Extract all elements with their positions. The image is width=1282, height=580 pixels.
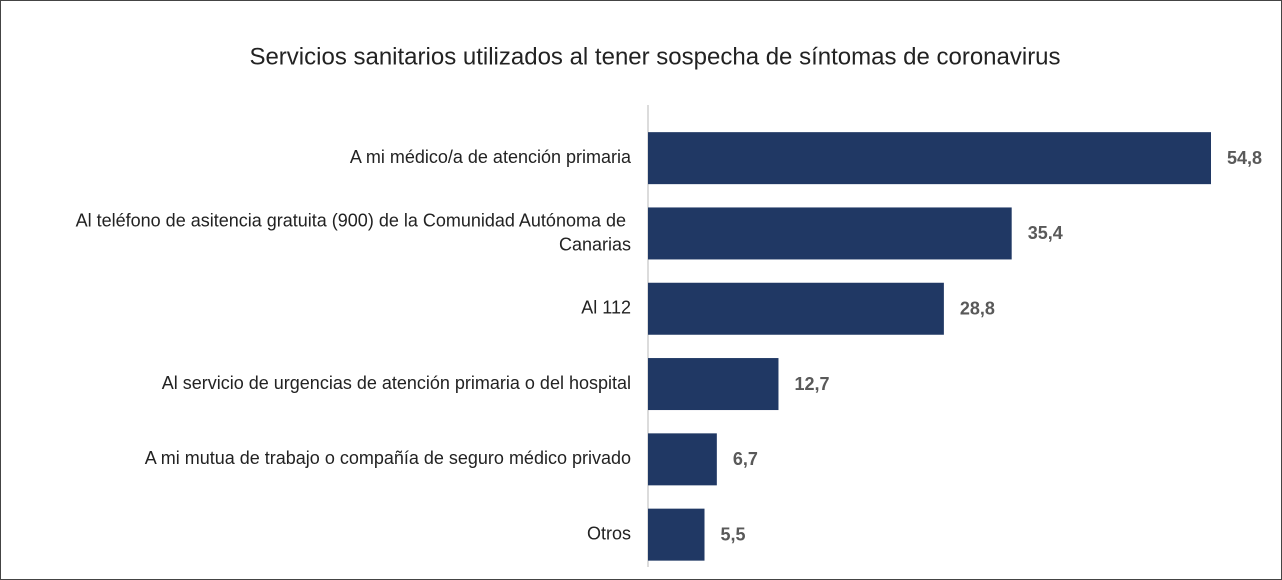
category-label: A mi mutua de trabajo o compañía de segu… [145, 448, 631, 468]
value-label: 28,8 [960, 299, 995, 319]
bar [648, 433, 717, 486]
chart-title: Servicios sanitarios utilizados al tener… [249, 43, 1060, 70]
bar [648, 508, 705, 561]
category-label: Al teléfono de asitencia gratuita (900) … [76, 210, 631, 254]
value-label: 35,4 [1028, 223, 1063, 243]
bar [648, 358, 779, 411]
category-label: A mi médico/a de atención primaria [350, 147, 632, 167]
category-label: Al 112 [581, 298, 631, 318]
category-label: Al servicio de urgencias de atención pri… [162, 373, 631, 393]
value-label: 54,8 [1227, 148, 1262, 168]
category-label: Otros [587, 523, 631, 543]
value-label: 6,7 [733, 449, 758, 469]
bar [648, 207, 1012, 260]
value-label: 5,5 [721, 524, 746, 544]
bar [648, 282, 944, 335]
value-label: 12,7 [794, 374, 829, 394]
bar [648, 132, 1211, 185]
